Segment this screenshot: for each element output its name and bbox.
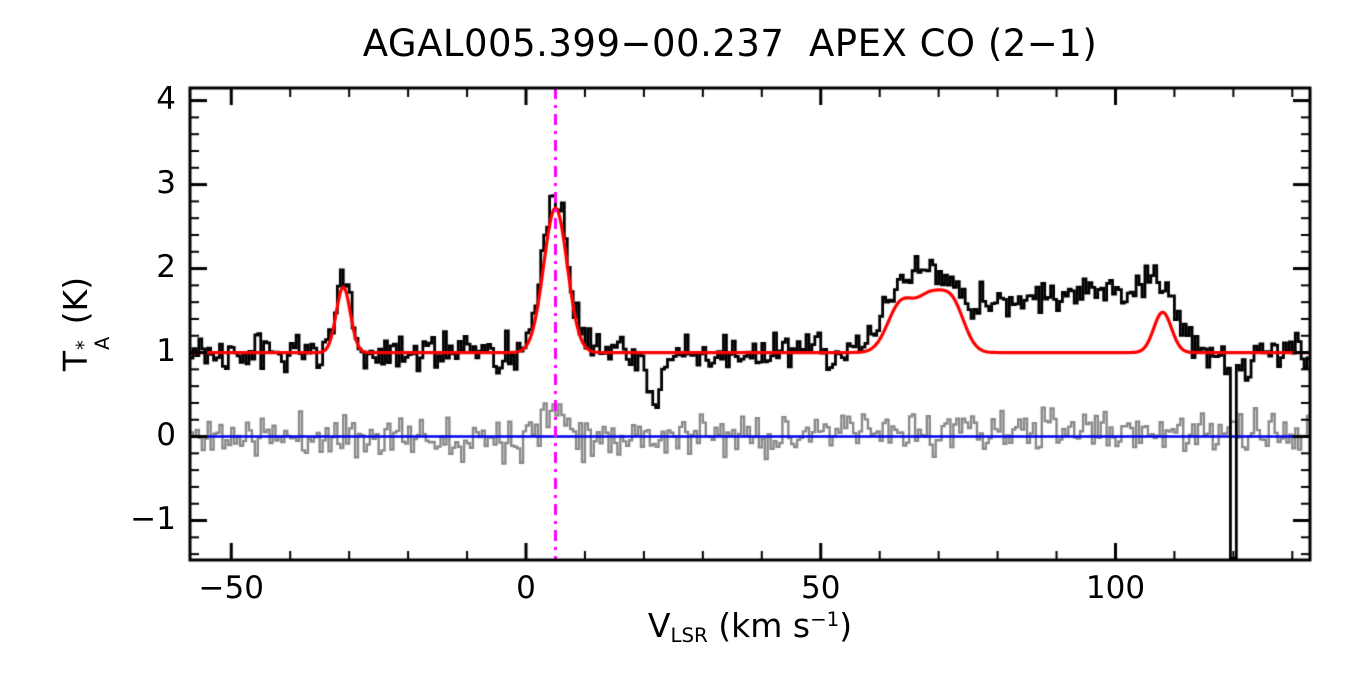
y-tick-label: 3 bbox=[156, 164, 176, 201]
y-tick-label: 2 bbox=[156, 248, 176, 285]
x-axis-label: VLSR (km s−1) bbox=[190, 606, 1310, 647]
y-tick-label: 0 bbox=[156, 416, 176, 453]
y-axis-label-symbol: T bbox=[56, 350, 96, 372]
plot-title: AGAL005.399−00.237 APEX CO (2−1) bbox=[362, 22, 1098, 65]
x-axis-label-unit-pre: (km s bbox=[707, 606, 811, 645]
x-axis-label-sub: LSR bbox=[670, 623, 708, 647]
y-axis-label-unit: (K) bbox=[56, 276, 96, 335]
x-axis-label-symbol: V bbox=[647, 606, 671, 645]
x-axis-label-sup: −1 bbox=[810, 608, 840, 632]
y-tick-label: −1 bbox=[130, 500, 176, 537]
y-tick-label: 1 bbox=[156, 332, 176, 369]
x-tick-label: −50 bbox=[198, 570, 264, 606]
x-tick-label: 50 bbox=[801, 570, 841, 606]
y-tick-label: 4 bbox=[156, 80, 176, 117]
x-tick-label: 100 bbox=[1085, 570, 1146, 606]
x-axis-label-unit-post: ) bbox=[839, 606, 853, 645]
x-tick-label: 0 bbox=[516, 570, 536, 606]
